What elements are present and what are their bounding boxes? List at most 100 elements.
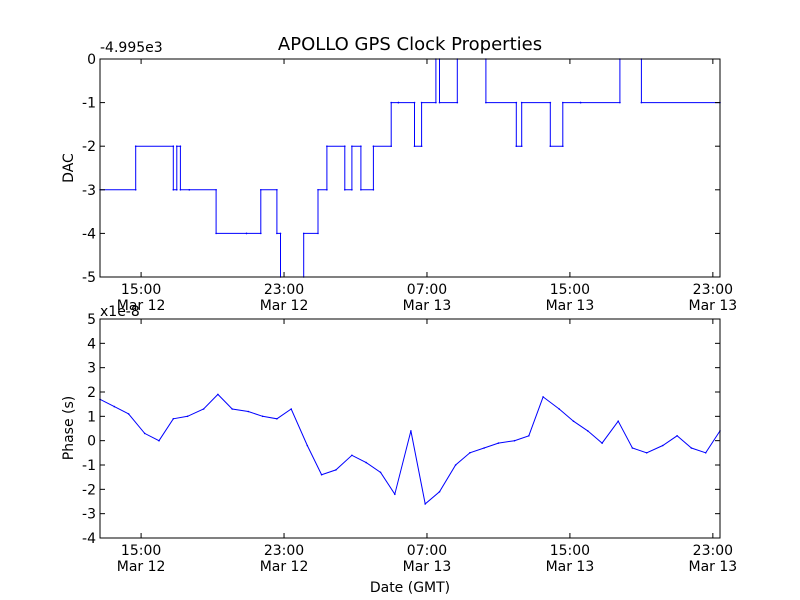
phase-data-point — [454, 464, 457, 466]
phase-data-point — [513, 439, 516, 442]
dac-xtick-time-label: 23:00 — [264, 282, 304, 298]
dac-data-point — [344, 189, 346, 191]
dac-xtick-date-label: Mar 13 — [546, 298, 595, 314]
dac-xtick-date-label: Mar 12 — [117, 298, 166, 314]
dac-data-point — [619, 101, 621, 104]
dac-data-point — [549, 145, 552, 147]
dac-data-point — [317, 189, 319, 191]
dac-data-point — [372, 189, 375, 191]
figure-title: APOLLO GPS Clock Properties — [278, 34, 542, 55]
phase-xtick-time-label: 23:00 — [264, 543, 304, 559]
dac-data-point — [215, 189, 217, 191]
phase-ytick-label: -4 — [82, 531, 96, 547]
phase-data-point — [645, 452, 648, 454]
dac-data-point — [351, 189, 353, 191]
dac-offset-label: -4.995e3 — [100, 40, 163, 56]
dac-ylabel: DAC — [61, 153, 77, 183]
phase-data-point — [704, 452, 707, 454]
dac-data-point — [279, 232, 282, 235]
phase-panel: x1e-8 Phase (s) Date (GMT) 5 4 3 2 1 0 -1 -2 -3 -… — [61, 304, 737, 596]
dac-data-point — [520, 101, 523, 104]
phase-ytick-label: 0 — [87, 434, 96, 450]
phase-ylabel: Phase (s) — [61, 396, 77, 460]
dac-data-point — [640, 101, 643, 104]
phase-data-point — [394, 493, 396, 496]
dac-series-line — [100, 58, 720, 278]
dac-data-point — [260, 189, 262, 191]
dac-data-point — [326, 145, 328, 147]
phase-data-point — [351, 454, 353, 457]
dac-data-point — [351, 145, 353, 147]
dac-data-point — [485, 101, 487, 104]
dac-data-point — [245, 232, 248, 235]
phase-data-point — [676, 435, 678, 437]
phase-data-point — [261, 415, 264, 418]
phase-xtick-date-label: Mar 13 — [403, 559, 452, 575]
phase-xtick-time-label: 07:00 — [407, 543, 447, 559]
phase-data-point — [424, 503, 427, 505]
dac-data-point — [276, 232, 278, 235]
dac-xtick-time-label: 23:00 — [693, 282, 733, 298]
dac-data-point — [420, 145, 423, 147]
phase-ytick-label: 2 — [87, 385, 96, 401]
dac-data-point — [134, 145, 137, 147]
phase-xtick-date-label: Mar 13 — [689, 559, 738, 575]
phase-xtick-time-label: 23:00 — [693, 543, 733, 559]
phase-data-point — [587, 430, 589, 432]
phase-data-point — [690, 447, 693, 449]
dac-data-point — [562, 145, 564, 147]
phase-ytick-label: -3 — [82, 507, 96, 523]
dac-ytick-label: -5 — [82, 270, 96, 286]
phase-data-point — [662, 444, 664, 447]
dac-data-point — [360, 145, 362, 147]
dac-data-point — [260, 232, 262, 235]
phase-data-point — [438, 491, 441, 493]
phase-data-point — [542, 396, 544, 398]
dac-ytick-label: -1 — [82, 96, 96, 112]
dac-data-point — [326, 189, 328, 191]
dac-data-point — [179, 145, 182, 147]
phase-data-point — [379, 471, 382, 474]
phase-data-point — [601, 442, 603, 444]
phase-data-point — [231, 408, 233, 410]
dac-data-point — [176, 145, 178, 147]
dac-data-point — [372, 145, 375, 147]
phase-data-point — [172, 418, 175, 420]
dac-ytick-label: -4 — [82, 226, 96, 242]
phase-ytick-label: 5 — [87, 312, 96, 328]
phase-data-point — [320, 473, 323, 476]
dac-axes-frame — [99, 58, 721, 278]
phase-data-point — [410, 430, 412, 432]
phase-ytick-label: -2 — [82, 482, 96, 498]
phase-data-point — [127, 413, 130, 415]
dac-xtick-date-label: Mar 12 — [260, 298, 309, 314]
phase-ytick-label: 3 — [87, 361, 96, 377]
dac-ytick-label: -3 — [82, 183, 96, 199]
dac-xtick-date-label: Mar 13 — [403, 298, 452, 314]
dac-data-point — [360, 189, 362, 191]
dac-data-point — [276, 189, 278, 191]
dac-data-point — [188, 189, 191, 191]
dac-data-point — [317, 232, 319, 235]
dac-data-point — [390, 145, 393, 147]
dac-data-point — [179, 189, 182, 191]
phase-data-point — [290, 408, 293, 410]
dac-data-point — [397, 101, 400, 104]
dac-data-point — [134, 189, 137, 191]
phase-xtick-date-label: Mar 13 — [546, 559, 595, 575]
phase-data-point — [247, 410, 250, 413]
phase-xtick-date-label: Mar 12 — [117, 559, 166, 575]
phase-data-point — [276, 418, 278, 420]
phase-data-point — [143, 432, 146, 435]
dac-data-point — [520, 145, 523, 147]
dac-ytick-label: 0 — [87, 52, 96, 68]
phase-data-point — [497, 442, 500, 444]
phase-ytick-label: 4 — [87, 336, 96, 352]
phase-data-point — [335, 469, 337, 471]
dac-xtick-time-label: 07:00 — [407, 282, 447, 298]
dac-ytick-label: -2 — [82, 139, 96, 155]
phase-xtick-time-label: 15:00 — [121, 543, 161, 559]
